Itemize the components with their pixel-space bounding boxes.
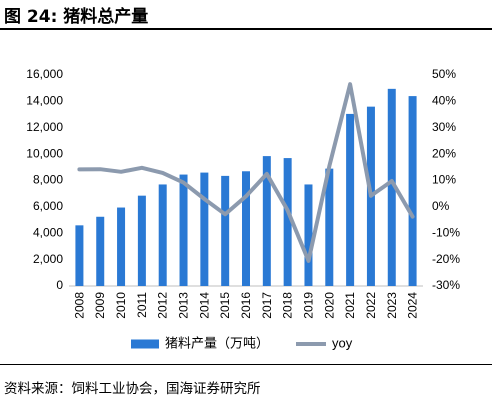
bar-2020 bbox=[325, 168, 334, 286]
bar-2013 bbox=[179, 174, 188, 286]
bar-2008 bbox=[75, 225, 84, 286]
left-tick-label: 2,000 bbox=[33, 252, 63, 266]
x-axis-ticks: 2008 2009 2010 2011 2012 2013 2014 2015 2016 2017… bbox=[72, 292, 419, 319]
right-tick-label: 40% bbox=[432, 94, 456, 108]
left-tick-label: 16,000 bbox=[26, 67, 63, 81]
right-tick-label: 50% bbox=[432, 67, 456, 81]
yoy-line bbox=[77, 82, 415, 263]
left-axis-ticks: 0 2,000 4,000 6,000 8,000 10,000 12,000 14,000 1… bbox=[26, 67, 63, 292]
bar-2017 bbox=[262, 156, 271, 286]
right-tick-label: 20% bbox=[432, 146, 456, 160]
bar-2009 bbox=[96, 216, 105, 286]
bar-2014 bbox=[200, 172, 209, 286]
left-tick-label: 8,000 bbox=[33, 173, 63, 187]
x-tick-label: 2009 bbox=[93, 292, 107, 319]
x-tick-label: 2016 bbox=[239, 292, 253, 319]
bar-2019 bbox=[304, 184, 313, 286]
right-tick-label: -30% bbox=[432, 278, 460, 292]
bar-2024 bbox=[408, 96, 417, 286]
x-tick-label: 2022 bbox=[364, 292, 378, 319]
left-tick-label: 4,000 bbox=[33, 225, 63, 239]
bar-2011 bbox=[137, 195, 146, 286]
source-note: 资料来源：饲料工业协会，国海证券研究所 bbox=[4, 381, 261, 397]
right-tick-label: -20% bbox=[432, 252, 460, 266]
legend-line-label: yoy bbox=[332, 335, 353, 350]
bar-2023 bbox=[387, 88, 396, 286]
x-tick-label: 2017 bbox=[260, 292, 274, 319]
left-tick-label: 10,000 bbox=[26, 146, 63, 160]
left-tick-label: 12,000 bbox=[26, 120, 63, 134]
source-divider bbox=[0, 364, 492, 365]
title-divider bbox=[0, 28, 492, 30]
bar-2010 bbox=[117, 207, 126, 286]
x-tick-label: 2019 bbox=[301, 292, 315, 319]
right-axis-ticks: -30% -20% -10% 0% 10% 20% 30% 40% 50% bbox=[432, 67, 460, 292]
bar-2015 bbox=[221, 175, 230, 286]
legend-bar-swatch bbox=[131, 339, 159, 349]
bar-2016 bbox=[242, 171, 250, 286]
x-tick-label: 2011 bbox=[135, 292, 149, 318]
x-tick-label: 2024 bbox=[406, 292, 420, 319]
x-tick-label: 2020 bbox=[322, 292, 336, 319]
x-tick-label: 2014 bbox=[197, 292, 211, 319]
x-tick-label: 2013 bbox=[177, 292, 191, 319]
right-tick-label: 30% bbox=[432, 120, 456, 134]
legend-bar-label: 猪料产量（万吨） bbox=[165, 335, 269, 350]
right-tick-label: -10% bbox=[432, 225, 460, 239]
pig-feed-output-chart: 0 2,000 4,000 6,000 8,000 10,000 12,000 14,000 1… bbox=[26, 67, 460, 350]
x-tick-label: 2010 bbox=[114, 292, 128, 319]
x-tick-label: 2012 bbox=[156, 292, 170, 319]
x-tick-label: 2008 bbox=[72, 292, 86, 319]
x-tick-label: 2015 bbox=[218, 292, 232, 319]
left-tick-label: 0 bbox=[56, 278, 63, 292]
left-tick-label: 6,000 bbox=[33, 199, 63, 213]
legend: 猪料产量（万吨） yoy bbox=[131, 335, 353, 350]
left-tick-label: 14,000 bbox=[26, 94, 63, 108]
x-tick-label: 2023 bbox=[385, 292, 399, 319]
x-tick-label: 2018 bbox=[281, 292, 295, 319]
x-tick-label: 2021 bbox=[343, 292, 357, 319]
bar-2018 bbox=[283, 158, 292, 286]
bar-2021 bbox=[346, 113, 355, 286]
bar-2012 bbox=[158, 184, 167, 286]
bar-series bbox=[75, 88, 417, 287]
figure-title: 图 24: 猪料总产量 bbox=[4, 7, 149, 27]
right-tick-label: 0% bbox=[432, 199, 450, 213]
right-tick-label: 10% bbox=[432, 173, 456, 187]
